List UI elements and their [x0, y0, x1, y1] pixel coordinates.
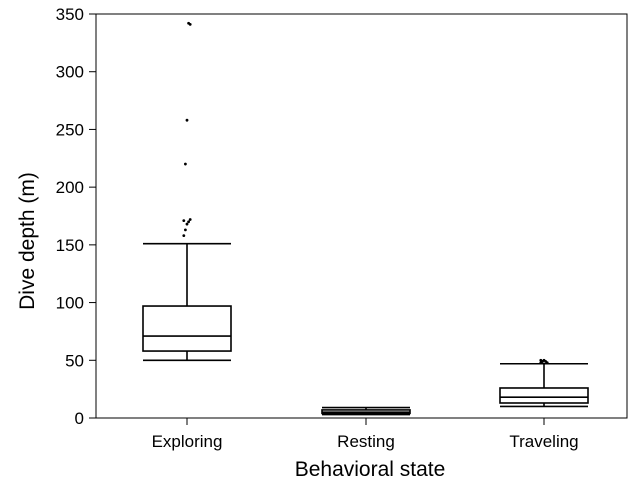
- outlier-point: [182, 219, 186, 223]
- x-tick-label: Resting: [337, 432, 395, 451]
- y-tick-label: 100: [56, 294, 84, 313]
- x-tick-label: Exploring: [152, 432, 223, 451]
- y-tick-label: 250: [56, 120, 84, 139]
- box-resting: [321, 406, 411, 416]
- outlier-point: [184, 162, 187, 166]
- y-tick-label: 300: [56, 63, 84, 82]
- boxes: [142, 21, 589, 416]
- box-exploring: [142, 21, 232, 362]
- y-tick-label: 350: [56, 5, 84, 24]
- outlier-point: [184, 228, 187, 232]
- x-tick-label: Traveling: [509, 432, 578, 451]
- y-tick-label: 0: [75, 409, 84, 428]
- plot-frame: [95, 13, 628, 419]
- plot-area: [95, 13, 628, 419]
- x-axis: Exploring Resting Traveling: [152, 418, 579, 451]
- outlier-point: [188, 218, 192, 221]
- outlier-point: [187, 220, 191, 224]
- y-tick-label: 200: [56, 178, 84, 197]
- y-tick-label: 150: [56, 236, 84, 255]
- outlier-point: [185, 222, 189, 226]
- y-axis: 0 50 100 150 200 250 300 350: [56, 5, 96, 428]
- iqr-box: [142, 305, 232, 352]
- outlier-point: [188, 22, 192, 26]
- outlier-point: [541, 360, 544, 363]
- x-axis-title: Behavioral state: [295, 458, 446, 481]
- outlier-point: [182, 234, 186, 238]
- box-traveling: [499, 358, 589, 408]
- y-tick-label: 50: [65, 351, 84, 370]
- outlier-point: [185, 118, 189, 122]
- iqr-box: [499, 387, 589, 404]
- y-axis-title: Dive depth (m): [16, 172, 39, 310]
- outlier-point: [545, 361, 549, 364]
